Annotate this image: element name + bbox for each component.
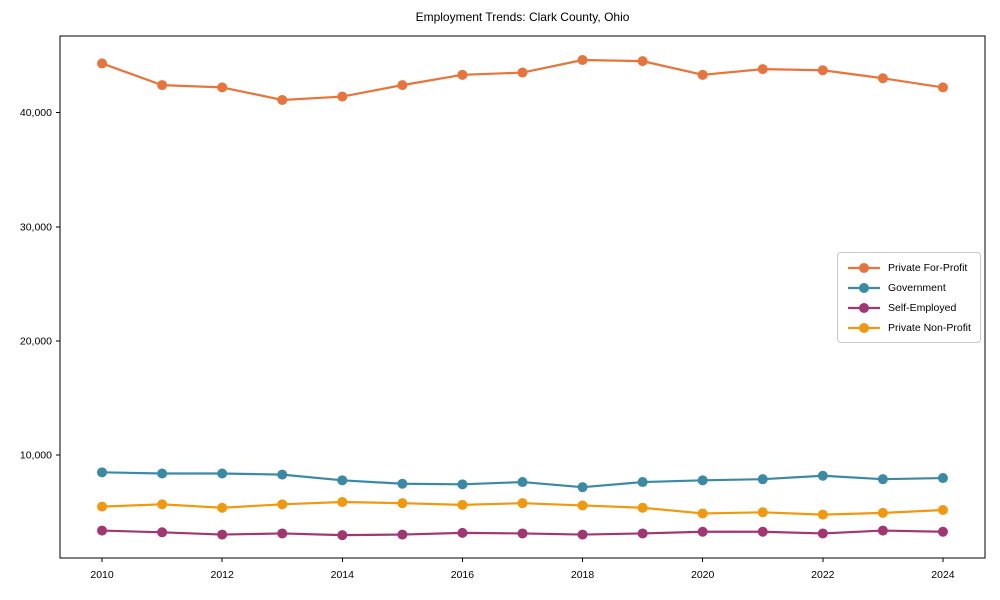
data-point-marker [517, 528, 528, 539]
data-point-marker [157, 468, 168, 479]
data-point-marker [277, 499, 288, 510]
data-point-marker [937, 82, 948, 93]
legend-item-government: Government [847, 280, 971, 295]
data-point-marker [157, 499, 168, 510]
line-marker-icon [848, 282, 880, 293]
data-point-marker [697, 508, 708, 519]
data-point-marker [457, 499, 468, 510]
data-point-marker [337, 530, 348, 541]
data-point-marker [277, 528, 288, 539]
legend-label: Private For-Profit [888, 261, 968, 274]
data-point-marker [757, 526, 768, 537]
legend-item-self-employed: Self-Employed [847, 300, 971, 315]
data-point-marker [757, 507, 768, 518]
data-point-marker [577, 500, 588, 511]
data-point-marker [217, 502, 228, 513]
chart-title: Employment Trends: Clark County, Ohio [415, 10, 630, 24]
data-point-marker [637, 528, 648, 539]
data-point-marker [877, 474, 888, 485]
data-point-marker [517, 67, 528, 78]
data-point-marker [817, 65, 828, 76]
data-point-marker [637, 477, 648, 488]
data-point-marker [397, 498, 408, 509]
data-point-marker [97, 467, 108, 478]
legend-label: Private Non-Profit [888, 321, 971, 334]
data-point-marker [397, 529, 408, 540]
series-private-for-profit [97, 54, 948, 105]
data-point-marker [157, 80, 168, 91]
series-line [101, 58, 944, 102]
data-point-marker [817, 470, 828, 481]
legend-item-private-non-profit: Private Non-Profit [847, 320, 971, 335]
data-point-marker [337, 475, 348, 486]
data-point-marker [277, 469, 288, 480]
data-point-marker [97, 501, 108, 512]
data-point-marker [337, 91, 348, 102]
x-tick-label: 2024 [931, 569, 955, 581]
data-point-marker [817, 509, 828, 520]
x-tick-label: 2022 [811, 569, 835, 581]
plot-border [59, 35, 986, 559]
data-point-marker [217, 82, 228, 93]
data-point-marker [637, 502, 648, 513]
data-point-marker [157, 527, 168, 538]
data-point-marker [517, 498, 528, 509]
data-point-marker [937, 526, 948, 537]
legend-label: Government [888, 281, 946, 294]
series-private-non-profit [97, 497, 948, 520]
data-point-marker [877, 507, 888, 518]
data-point-marker [937, 505, 948, 516]
y-tick-label: 10,000 [20, 450, 52, 462]
data-point-marker [877, 73, 888, 84]
legend-label: Self-Employed [888, 301, 957, 314]
data-point-marker [457, 527, 468, 538]
data-point-marker [697, 526, 708, 537]
data-point-marker [457, 69, 468, 80]
data-point-marker [877, 525, 888, 536]
y-tick-label: 40,000 [20, 107, 52, 119]
line-marker-icon [848, 262, 880, 273]
x-tick-label: 2020 [691, 569, 715, 581]
data-point-marker [637, 56, 648, 67]
y-tick-label: 30,000 [20, 221, 52, 233]
data-point-marker [397, 478, 408, 489]
data-point-marker [457, 479, 468, 490]
data-point-marker [337, 497, 348, 508]
data-point-marker [97, 525, 108, 536]
data-point-marker [697, 475, 708, 486]
data-point-marker [577, 482, 588, 493]
x-tick-label: 2014 [331, 569, 355, 581]
series-self-employed [97, 525, 948, 541]
data-point-marker [217, 468, 228, 479]
data-point-marker [757, 474, 768, 485]
data-point-marker [277, 94, 288, 105]
x-tick-label: 2016 [451, 569, 475, 581]
legend: Private For-Profit Government Self-Emplo… [837, 252, 981, 343]
x-tick-label: 2010 [90, 569, 114, 581]
data-point-marker [97, 58, 108, 69]
x-tick-label: 2018 [571, 569, 595, 581]
data-point-marker [577, 54, 588, 65]
y-tick-label: 20,000 [20, 335, 52, 347]
data-point-marker [517, 477, 528, 488]
line-marker-icon [848, 322, 880, 333]
legend-item-private-for-profit: Private For-Profit [847, 260, 971, 275]
data-point-marker [697, 69, 708, 80]
data-point-marker [397, 80, 408, 91]
data-point-marker [817, 528, 828, 539]
line-marker-icon [848, 302, 880, 313]
x-tick-label: 2012 [210, 569, 234, 581]
series-government [97, 467, 948, 493]
data-point-marker [937, 473, 948, 484]
data-point-marker [577, 529, 588, 540]
data-point-marker [217, 529, 228, 540]
data-point-marker [757, 64, 768, 75]
